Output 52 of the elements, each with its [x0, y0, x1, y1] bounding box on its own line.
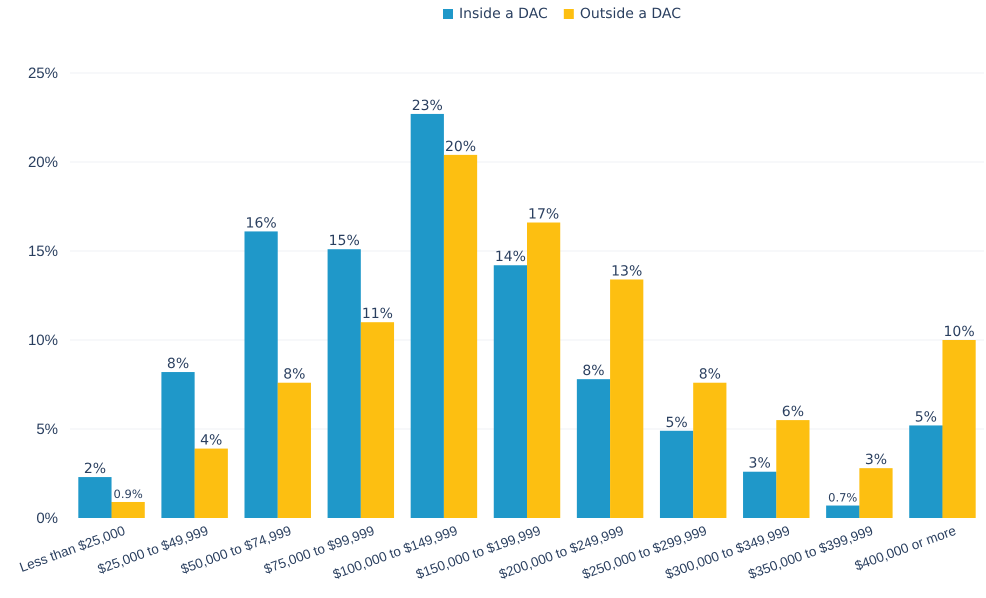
data-label: 4%	[200, 432, 222, 449]
data-label: 13%	[611, 263, 642, 280]
bar	[444, 154, 478, 518]
data-label: 11%	[362, 306, 393, 322]
bar	[942, 340, 976, 518]
bar	[360, 322, 394, 518]
bar	[743, 472, 776, 518]
bar	[909, 425, 942, 518]
data-label: 8%	[166, 356, 190, 372]
bar	[278, 382, 311, 518]
y-tick-label: 20%	[28, 154, 58, 171]
data-label: 8%	[582, 363, 605, 380]
y-tick-label: 5%	[36, 420, 58, 438]
data-label: 17%	[528, 206, 560, 223]
data-label: 10%	[944, 324, 975, 340]
data-label: 16%	[246, 215, 277, 232]
legend-label: Inside a DAC	[459, 6, 548, 22]
y-tick-label: 25%	[28, 64, 58, 82]
data-label: 2%	[84, 461, 106, 478]
y-tick-label: 0%	[36, 510, 58, 527]
data-label: 14%	[494, 249, 526, 266]
bar	[112, 502, 145, 518]
bar	[161, 372, 195, 518]
bar	[859, 468, 893, 518]
bar	[776, 420, 810, 518]
bar	[494, 265, 527, 518]
data-label: 0.7%	[828, 490, 858, 505]
bar	[693, 382, 726, 518]
data-label: 5%	[665, 414, 688, 431]
bar	[660, 430, 694, 518]
y-tick-label: 10%	[28, 332, 58, 349]
data-label: 8%	[283, 366, 306, 383]
legend-label: Outside a DAC	[580, 6, 682, 22]
data-label: 20%	[444, 138, 476, 155]
bar	[527, 222, 560, 518]
bar	[78, 477, 112, 518]
bar	[194, 448, 228, 518]
data-label: 3%	[748, 456, 771, 472]
data-label: 5%	[914, 409, 937, 426]
bar	[826, 506, 860, 518]
bar	[244, 231, 278, 518]
data-label: 23%	[412, 98, 443, 114]
y-tick-label: 15%	[28, 242, 58, 260]
bar	[610, 279, 644, 518]
data-label: 6%	[782, 404, 804, 420]
data-label: 3%	[864, 452, 888, 468]
bar	[328, 249, 361, 518]
bar	[576, 379, 610, 518]
data-label: 8%	[698, 366, 721, 383]
data-label: 0.9%	[114, 486, 143, 501]
bar	[410, 114, 444, 518]
data-label: 15%	[328, 233, 360, 250]
